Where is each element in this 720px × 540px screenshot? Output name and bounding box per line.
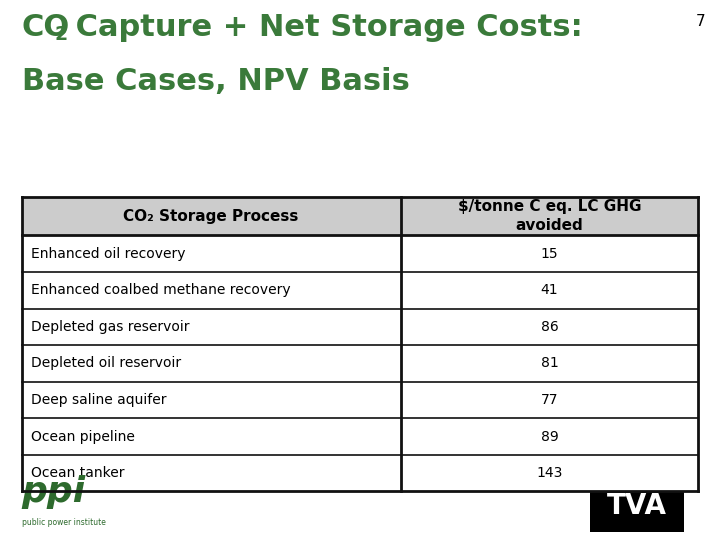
Text: public power institute: public power institute xyxy=(22,518,105,527)
Text: $/tonne C eq. LC GHG
avoided: $/tonne C eq. LC GHG avoided xyxy=(458,199,642,233)
Text: Capture + Net Storage Costs:: Capture + Net Storage Costs: xyxy=(65,14,582,43)
Text: 143: 143 xyxy=(536,466,563,480)
Text: Depleted gas reservoir: Depleted gas reservoir xyxy=(31,320,189,334)
Text: 7: 7 xyxy=(696,14,706,29)
Text: Deep saline aquifer: Deep saline aquifer xyxy=(31,393,166,407)
Text: 2: 2 xyxy=(54,25,67,44)
Text: Enhanced oil recovery: Enhanced oil recovery xyxy=(31,247,186,261)
Text: 41: 41 xyxy=(541,283,558,297)
Text: Ocean pipeline: Ocean pipeline xyxy=(31,429,135,443)
Text: 81: 81 xyxy=(541,356,559,370)
Text: Base Cases, NPV Basis: Base Cases, NPV Basis xyxy=(22,68,410,97)
Text: ppi: ppi xyxy=(22,475,86,509)
Text: CO: CO xyxy=(22,14,70,43)
Text: 86: 86 xyxy=(541,320,559,334)
Text: Ocean tanker: Ocean tanker xyxy=(31,466,125,480)
Text: Enhanced coalbed methane recovery: Enhanced coalbed methane recovery xyxy=(31,283,291,297)
Text: Depleted oil reservoir: Depleted oil reservoir xyxy=(31,356,181,370)
Text: TVA: TVA xyxy=(607,492,667,520)
Text: 77: 77 xyxy=(541,393,558,407)
Text: 89: 89 xyxy=(541,429,559,443)
Text: 15: 15 xyxy=(541,247,558,261)
Text: CO₂ Storage Process: CO₂ Storage Process xyxy=(123,209,299,224)
